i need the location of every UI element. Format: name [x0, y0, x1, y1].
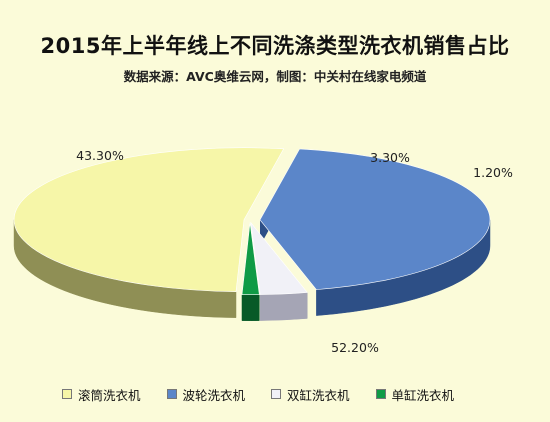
legend-label: 双缸洗衣机: [287, 387, 350, 403]
chart-subtitle: 数据来源：AVC奥维云网，制图：中关村在线家电频道: [123, 69, 427, 84]
legend-label: 滚筒洗衣机: [78, 387, 141, 403]
pie-slice-side: [241, 294, 260, 321]
legend-label: 单缸洗衣机: [391, 387, 455, 403]
legend-swatch: [166, 389, 177, 399]
legend-item: 滚筒洗衣机: [62, 385, 141, 404]
slice-data-label: 1.20%: [473, 165, 513, 180]
slice-data-label: 52.20%: [331, 340, 379, 355]
legend-swatch: [375, 389, 386, 399]
legend-item: 波轮洗衣机: [166, 385, 246, 404]
chart-title: 2015年上半年线上不同洗涤类型洗衣机销售占比: [40, 34, 510, 58]
legend-swatch: [62, 389, 72, 399]
pie-slice-side: [259, 292, 308, 321]
pie-slice: [259, 148, 491, 290]
slice-data-label: 43.30%: [76, 148, 124, 163]
legend-item: 双缸洗衣机: [271, 385, 350, 404]
legend-item: 单缸洗衣机: [375, 385, 455, 404]
pie-slice: [241, 222, 260, 295]
legend-swatch: [271, 389, 282, 399]
pie-slice: [250, 221, 308, 295]
legend-label: 波轮洗衣机: [182, 387, 246, 403]
legend: 滚筒洗衣机 波轮洗衣机 双缸洗衣机 单缸洗衣机: [62, 384, 454, 404]
pie-slice: [13, 147, 285, 292]
slice-data-label: 3.30%: [370, 150, 410, 165]
